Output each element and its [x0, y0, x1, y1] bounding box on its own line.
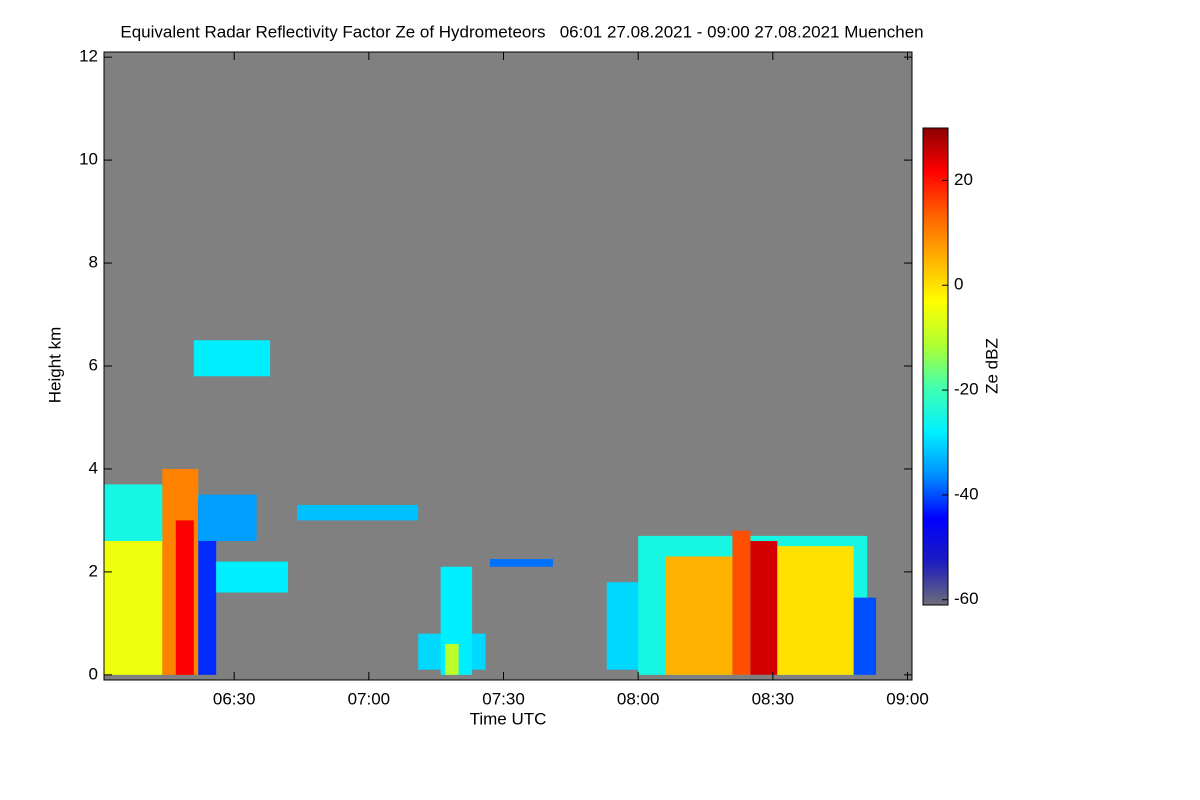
echo-cell: [216, 561, 289, 593]
echo-cell: [198, 494, 257, 542]
x-tick-label: 06:30: [213, 689, 256, 708]
y-axis-label: Height km: [45, 327, 64, 404]
colorbar-tick-label: -40: [954, 484, 979, 503]
echo-cell: [445, 643, 459, 675]
colorbar-tick-label: 20: [954, 170, 973, 189]
x-tick-label: 07:30: [482, 689, 525, 708]
y-tick-label: 4: [89, 458, 98, 477]
colorbar-tick-label: -60: [954, 589, 979, 608]
x-axis-label: Time UTC: [470, 709, 547, 728]
echo-cell: [104, 541, 163, 675]
y-tick-label: 0: [89, 664, 98, 683]
colorbar-tick-label: 0: [954, 275, 963, 294]
colorbar-tick-label: -20: [954, 380, 979, 399]
echo-cell: [193, 340, 271, 377]
chart-title: Equivalent Radar Reflectivity Factor Ze …: [120, 22, 923, 41]
x-tick-label: 07:00: [348, 689, 391, 708]
y-tick-label: 6: [89, 355, 98, 374]
echo-cell: [853, 597, 877, 675]
echo-cell: [750, 541, 778, 675]
x-tick-label: 08:00: [617, 689, 660, 708]
y-tick-label: 2: [89, 561, 98, 580]
colorbar: [922, 127, 949, 606]
y-tick-label: 12: [79, 47, 98, 66]
y-tick-label: 10: [79, 150, 98, 169]
x-tick-label: 08:30: [752, 689, 795, 708]
x-tick-label: 09:00: [886, 689, 929, 708]
echo-cell: [777, 546, 854, 675]
echo-cell: [490, 559, 553, 567]
echo-cell: [297, 504, 419, 521]
echo-cell: [175, 520, 194, 675]
echo-cell: [732, 530, 751, 675]
echo-cell: [198, 499, 217, 675]
echo-cell: [665, 556, 733, 675]
colorbar-label: Ze dBZ: [982, 338, 1001, 394]
y-tick-label: 8: [89, 253, 98, 272]
